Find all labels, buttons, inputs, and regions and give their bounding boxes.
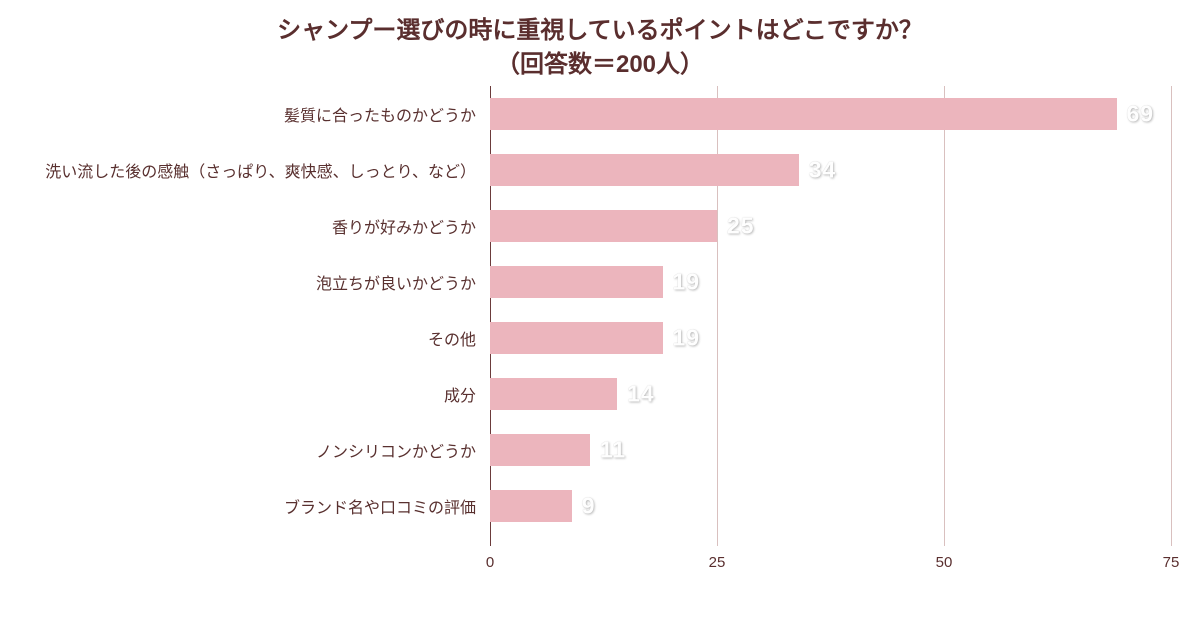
bar: [490, 98, 1117, 130]
bar-row: ブランド名や口コミの評価9: [490, 478, 1171, 534]
value-label: 9: [582, 493, 596, 520]
bar-row: 成分14: [490, 366, 1171, 422]
value-label: 19: [673, 325, 701, 352]
bar: [490, 378, 617, 410]
value-label: 34: [809, 157, 837, 184]
value-label: 11: [600, 437, 626, 464]
value-label: 19: [673, 269, 701, 296]
category-label: 洗い流した後の感触（さっぱり、爽快感、しっとり、など）: [45, 158, 490, 182]
bar: [490, 266, 663, 298]
bar-row: 香りが好みかどうか25: [490, 198, 1171, 254]
bar: [490, 322, 663, 354]
x-tick-label: 50: [936, 554, 953, 571]
chart-plot-area: 0255075髪質に合ったものかどうか69洗い流した後の感触（さっぱり、爽快感、…: [490, 86, 1171, 546]
grid-line: [1171, 86, 1172, 546]
bar-row: 髪質に合ったものかどうか69: [490, 86, 1171, 142]
bar-row: 洗い流した後の感触（さっぱり、爽快感、しっとり、など）34: [490, 142, 1171, 198]
bar: [490, 210, 717, 242]
category-label: 泡立ちが良いかどうか: [316, 270, 490, 294]
bar-row: ノンシリコンかどうか11: [490, 422, 1171, 478]
category-label: その他: [428, 326, 490, 350]
category-label: 髪質に合ったものかどうか: [284, 102, 490, 126]
bar: [490, 490, 572, 522]
x-tick-label: 0: [486, 554, 494, 571]
bar: [490, 434, 590, 466]
chart-title-line2: （回答数＝200人）: [0, 48, 1200, 82]
category-label: ノンシリコンかどうか: [316, 438, 490, 462]
category-label: ブランド名や口コミの評価: [284, 494, 490, 518]
bar-row: その他19: [490, 310, 1171, 366]
value-label: 25: [727, 213, 755, 240]
bar: [490, 154, 799, 186]
value-label: 14: [627, 381, 655, 408]
x-tick-label: 75: [1163, 554, 1180, 571]
chart-title-line1: シャンプー選びの時に重視しているポイントはどこですか？: [0, 14, 1200, 48]
x-tick-label: 25: [709, 554, 726, 571]
category-label: 成分: [444, 382, 490, 406]
chart-title: シャンプー選びの時に重視しているポイントはどこですか？ （回答数＝200人）: [0, 14, 1200, 81]
bar-row: 泡立ちが良いかどうか19: [490, 254, 1171, 310]
value-label: 69: [1127, 101, 1155, 128]
category-label: 香りが好みかどうか: [332, 214, 490, 238]
